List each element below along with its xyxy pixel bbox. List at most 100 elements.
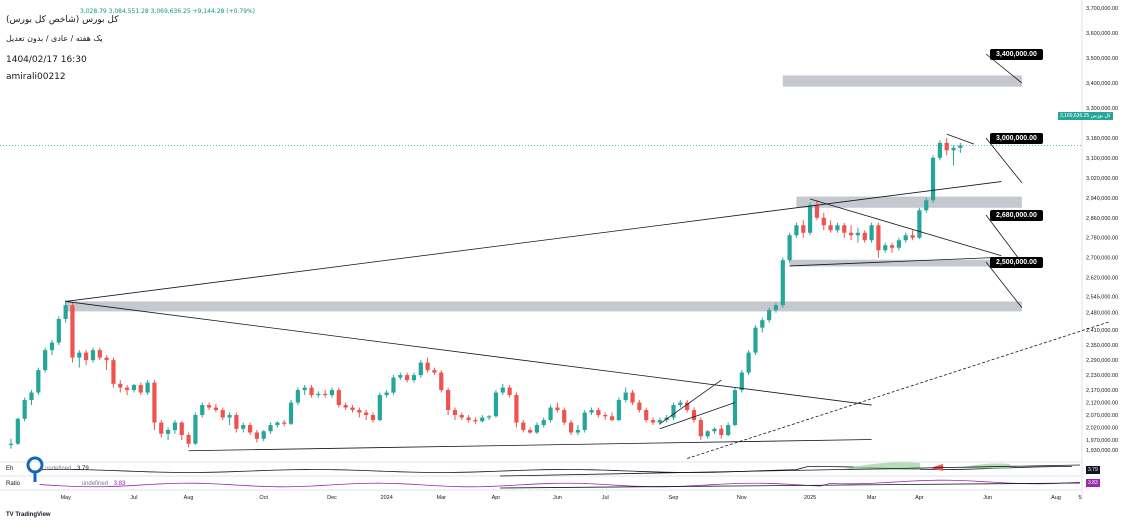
candle-body [186,435,191,444]
indicator-name: Ratio [6,481,21,487]
price-zone [789,259,1022,267]
y-axis-tick-label: 2,480,000.00 [1086,311,1118,317]
x-axis-tick-label: Jul [130,495,137,501]
last-price-symbol: کل بورس [1090,113,1111,119]
candle-body [193,415,198,444]
candle-body [350,407,355,411]
candle-body [903,235,908,241]
candle-body [364,412,369,416]
x-axis-tick-label: Aug [184,495,194,501]
y-axis-tick-label: 3,180,000.00 [1086,136,1118,142]
candle-body [302,387,307,391]
candle-body [70,305,75,358]
indicator-params: undefined [81,481,109,487]
candle-body [609,416,615,421]
y-axis-tick-label: 2,070,000.00 [1086,413,1118,419]
indicator-value-tag-ratio: 3.83 [1086,479,1100,487]
indicator-trendline [499,482,1081,489]
x-axis-tick-label: May [60,495,71,501]
price-zone [796,196,1022,208]
candle-body [876,225,881,251]
candle-body [705,431,710,437]
indicator-legend-eh[interactable]: Eh undefined 3.79 [6,466,89,472]
candle-body [234,415,239,429]
trendline [789,256,1002,267]
candle-body [869,225,874,241]
candle-body [329,390,335,396]
author-label: amirali00212 [6,72,66,82]
candle-body [910,235,915,238]
candle-body [848,232,854,236]
indicator-value: 3.83 [113,481,126,487]
candle-body [726,425,731,436]
candle-body [500,387,505,393]
candle-body [145,382,150,393]
last-price-badge: کل بورس 3,169,636.25 [1058,112,1113,120]
x-axis-tick-label: Apr [492,495,501,501]
y-axis-tick-label: 2,290,000.00 [1086,358,1118,364]
candle-body [439,372,444,391]
tradingview-logo[interactable]: TV TradingView [6,512,51,518]
candle-body [473,420,478,422]
candle-body [159,422,164,434]
indicator-legend-ratio[interactable]: Ratio undefined 3.83 [6,481,125,487]
candle-body [220,410,225,418]
candle-body [179,422,184,436]
candle-body [787,235,792,261]
candle-body [698,420,703,437]
trendline [659,379,722,425]
candle-body [377,395,382,421]
last-price-value: 3,169,636.25 [1060,113,1090,119]
tv-logo-text: TradingView [15,512,51,518]
trendline [65,181,1002,302]
candle-body [459,415,464,418]
candle-body [282,422,287,424]
candle-body [582,412,587,431]
candle-body [152,382,157,423]
candle-body [466,417,471,421]
candle-body [732,390,738,426]
candle-body [739,372,744,391]
candle-body [828,225,833,231]
candle-body [295,390,300,403]
candle-body [323,393,328,396]
location-pin-icon[interactable] [25,454,45,486]
y-axis-tick-label: 2,170,000.00 [1086,388,1118,394]
y-axis-tick-label: 2,620,000.00 [1086,276,1118,282]
indicator-trendline [499,464,1081,477]
candle-body [391,377,396,393]
y-axis-tick-label: 3,600,000.00 [1086,31,1118,37]
candle-body [644,410,649,421]
x-axis-tick-label: Jun [983,495,992,501]
candle-body [924,200,929,211]
candle-body [678,402,683,406]
candle-body [111,360,116,384]
y-axis-tick-label: 3,100,000.00 [1086,156,1118,162]
level-tag-connector [985,214,1023,263]
tv-logo-icon: TV [6,512,14,518]
x-axis-tick-label: Aug [1051,495,1061,501]
candle-body [36,370,41,393]
candle-body [480,417,485,422]
candle-body [398,375,403,378]
level-tag-2500000: 2,500,000.00 [990,257,1043,268]
candle-body [63,305,68,319]
y-axis-tick-label: 2,780,000.00 [1086,236,1118,242]
candle-body [917,210,922,238]
interval-label: یک هفته / عادی / بدون تعدیل [6,34,103,43]
level-tag-3000000: 3,000,000.00 [990,133,1043,144]
y-axis-tick-label: 3,500,000.00 [1086,56,1118,62]
indicator-params: undefined [45,466,72,472]
candle-body [780,260,785,306]
candle-body [309,387,314,396]
y-axis-tick-label: 1,930,000.00 [1086,448,1118,454]
candle-body [671,405,676,418]
candle-body [691,410,697,421]
candle-body [889,245,895,248]
candle-body [43,350,48,371]
candle-body [343,405,348,408]
candle-body [425,362,430,371]
x-axis-tick-label: 5 [1078,495,1081,501]
